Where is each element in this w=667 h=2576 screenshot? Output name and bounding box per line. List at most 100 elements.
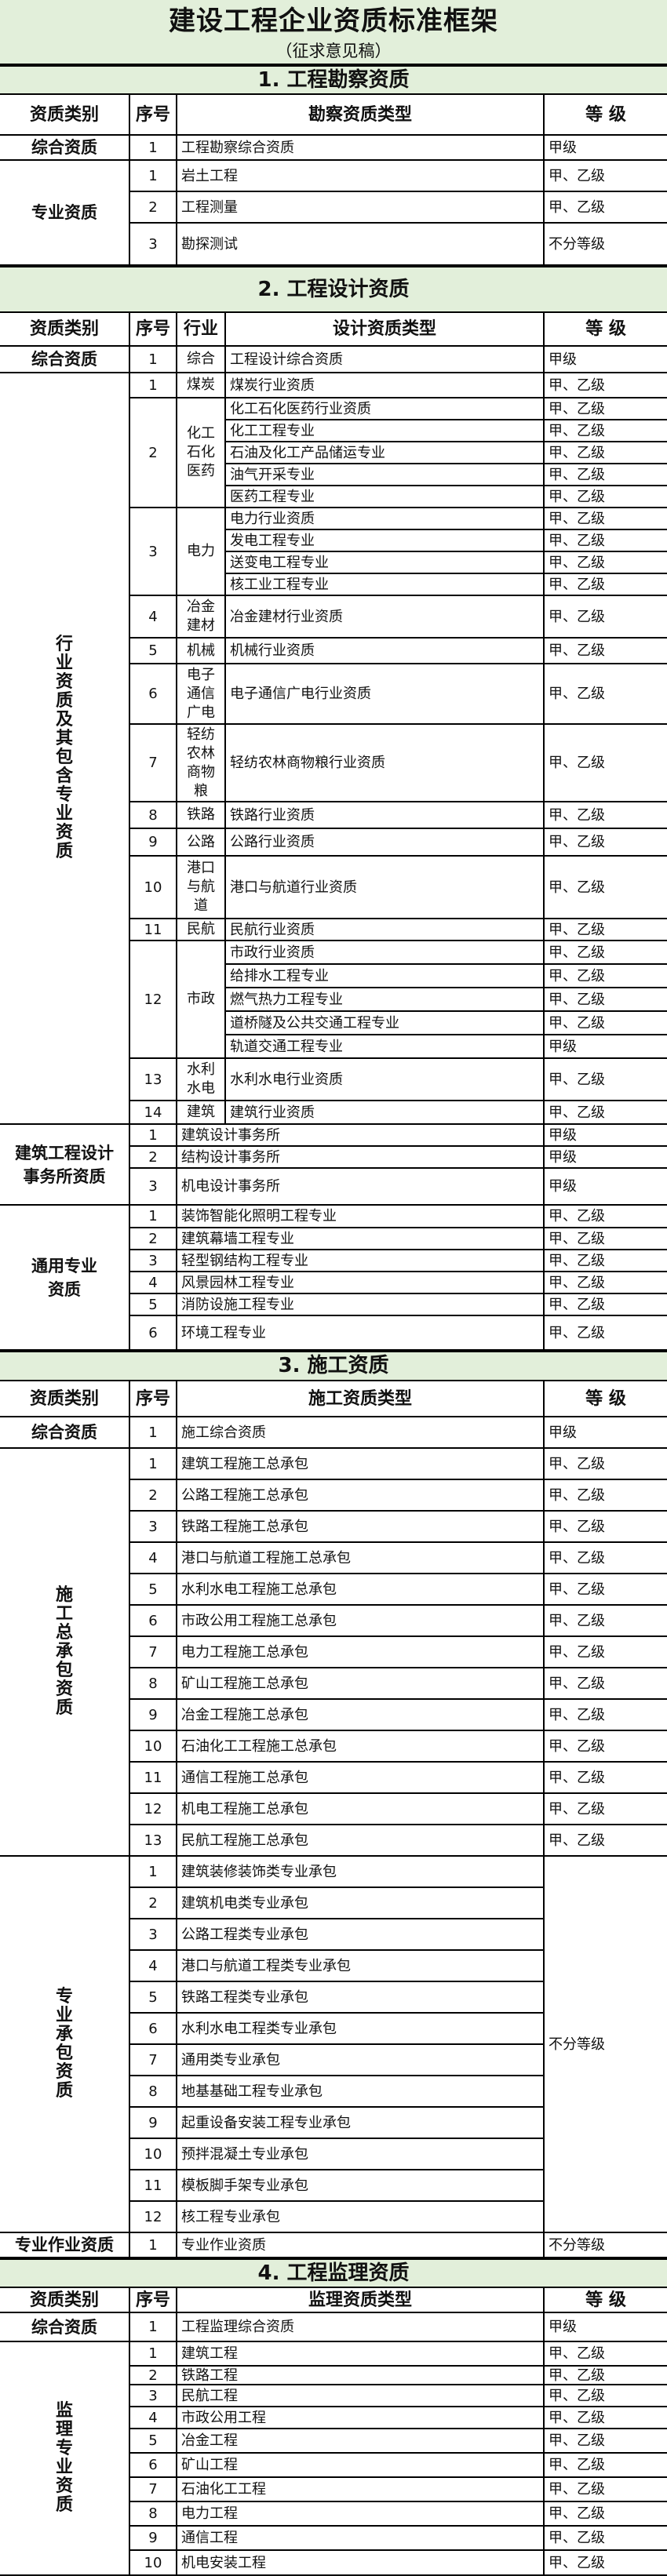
category-label: 综合资质 (31, 1423, 97, 1442)
qualification-type: 工程监理综合资质 (176, 2312, 545, 2342)
qualification-type: 建筑工程施工总承包 (176, 1447, 545, 1480)
table-row: 发电工程专业 甲、乙级 (0, 529, 667, 552)
table-row: 4 港口与航道工程类专业承包 (0, 1949, 667, 1982)
serial-number: 4 (129, 1271, 177, 1294)
qualification-type: 铁路行业资质 (224, 801, 545, 829)
qualification-type: 港口与航道工程类专业承包 (176, 1949, 544, 1982)
serial-number: 5 (129, 1981, 177, 2014)
grade-cell: 甲、乙级 (542, 1271, 667, 1294)
grade-cell: 甲级 (542, 1034, 667, 1059)
document-title: 建设工程企业资质标准框架 (169, 5, 498, 37)
column-header: 序号 (129, 2287, 177, 2313)
serial-number: 13 (129, 1057, 177, 1101)
table-row: 14 建筑 建筑行业资质 甲、乙级 (0, 1100, 667, 1125)
qualification-type: 通用类专业承包 (176, 2043, 544, 2076)
category-cell: 综合资质 (0, 134, 130, 161)
table-row: 7 轻纺农林商物粮 轻纺农林商物粮行业资质 甲、乙级 (0, 723, 667, 802)
table-row: 核工业工程专业 甲、乙级 (0, 573, 667, 596)
qualification-type: 机械行业资质 (224, 637, 545, 664)
qualification-type: 冶金工程 (176, 2428, 545, 2454)
grade-cell: 甲、乙级 (542, 1635, 667, 1668)
table-row: 道桥隧及公共交通工程专业 甲、乙级 (0, 1010, 667, 1035)
industry-cell: 港口与航道 (176, 855, 226, 919)
section-title: 3. 施工资质 (0, 1351, 667, 1381)
qualification-type: 岩土工程 (176, 159, 545, 192)
qualification-type: 化工石化医药行业资质 (224, 397, 545, 420)
qualification-type: 工程测量 (176, 191, 545, 224)
qualification-type: 矿山工程 (176, 2452, 545, 2478)
serial-number: 9 (129, 2525, 177, 2551)
grade-cell: 甲级 (542, 1123, 667, 1147)
serial-number: 1 (129, 2232, 177, 2258)
qualification-type: 结构设计事务所 (176, 1145, 545, 1169)
column-header: 行业 (176, 311, 226, 347)
category-label: 通用专业资质 (31, 1256, 97, 1299)
qualification-type: 工程设计综合资质 (224, 345, 545, 373)
industry-cell: 综合 (176, 345, 226, 373)
industry-cell: 煤炭 (176, 372, 226, 398)
grade-cell: 甲、乙级 (542, 1698, 667, 1731)
serial-number: 2 (129, 191, 177, 224)
serial-number: 11 (129, 1761, 177, 1794)
qualification-type: 石油化工工程 (176, 2476, 545, 2502)
serial-number: 11 (129, 918, 177, 941)
grade-cell: 不分等级 (542, 1855, 667, 2233)
grade-cell: 甲、乙级 (542, 1479, 667, 1512)
table-row: 燃气热力工程专业 甲、乙级 (0, 987, 667, 1012)
section-title: 1. 工程勘察资质 (0, 65, 667, 95)
category-cell: 专业承包资质 (0, 1855, 130, 2233)
serial-number: 6 (129, 2012, 177, 2045)
grade-cell: 甲、乙级 (542, 2406, 667, 2429)
qualification-type: 模板脚手架专业承包 (176, 2169, 544, 2202)
document-header: 建设工程企业资质标准框架 （征求意见稿） (0, 0, 667, 65)
column-header: 资质类别 (0, 311, 130, 347)
serial-number: 2 (129, 1145, 177, 1169)
serial-number: 9 (129, 1698, 177, 1731)
qualification-type: 公路工程类专业承包 (176, 1918, 544, 1951)
grade-cell: 甲级 (542, 134, 667, 161)
grade-cell: 甲、乙级 (542, 419, 667, 442)
table-row: 7 石油化工工程 甲、乙级 (0, 2476, 667, 2502)
industry-cell: 轻纺农林商物粮 (176, 723, 226, 802)
grade-cell: 甲、乙级 (542, 507, 667, 530)
category-cell: 施工总承包资质 (0, 1447, 130, 1857)
serial-number: 1 (129, 1416, 177, 1449)
table-row: 专业承包资质 1 建筑装修装饰类专业承包 不分等级 (0, 1855, 667, 2233)
table-row: 化工工程专业 甲、乙级 (0, 419, 667, 442)
category-label: 专业作业资质 (15, 2236, 114, 2254)
qualification-type: 石油化工工程施工总承包 (176, 1730, 545, 1763)
serial-number: 12 (129, 1792, 177, 1825)
serial-number: 3 (129, 507, 177, 596)
category-label: 综合资质 (31, 138, 97, 157)
serial-number: 7 (129, 2043, 177, 2076)
serial-number: 3 (129, 1249, 177, 1272)
grade-cell: 甲、乙级 (542, 441, 667, 464)
category-label: 综合资质 (31, 2317, 97, 2337)
grade-cell: 甲、乙级 (542, 1573, 667, 1606)
serial-number: 3 (129, 1918, 177, 1951)
document-subtitle: （征求意见稿） (275, 42, 392, 60)
category-label: 专业资质 (31, 203, 97, 222)
grade-cell: 甲、乙级 (542, 1730, 667, 1763)
grade-cell: 甲、乙级 (542, 1100, 667, 1125)
qualification-type: 油气开采专业 (225, 463, 545, 486)
category-cell: 监理专业资质 (0, 2341, 130, 2576)
grade-cell: 甲、乙级 (542, 963, 667, 988)
serial-number: 5 (129, 1573, 177, 1606)
grade-cell: 甲、乙级 (542, 159, 667, 192)
serial-number: 3 (129, 2384, 177, 2407)
table-row: 8 电力工程 甲、乙级 (0, 2501, 667, 2527)
grade-cell: 甲、乙级 (542, 2384, 667, 2407)
grade-cell: 甲、乙级 (542, 595, 667, 639)
grade-cell: 甲、乙级 (542, 801, 667, 829)
grade-cell: 甲、乙级 (542, 529, 667, 552)
table-row: 6 水利水电工程类专业承包 (0, 2012, 667, 2045)
serial-number: 6 (129, 1315, 177, 1351)
column-header-row: 资质类别 序号 行业 设计资质类型等 级 (0, 311, 667, 347)
qualification-type: 工程勘察综合资质 (176, 134, 545, 161)
serial-number: 1 (129, 1447, 177, 1480)
category-cell: 专业资质 (0, 159, 130, 266)
table-row: 医药工程专业 甲、乙级 (0, 485, 667, 508)
qualification-type: 环境工程专业 (176, 1315, 545, 1351)
serial-number: 9 (129, 828, 177, 857)
